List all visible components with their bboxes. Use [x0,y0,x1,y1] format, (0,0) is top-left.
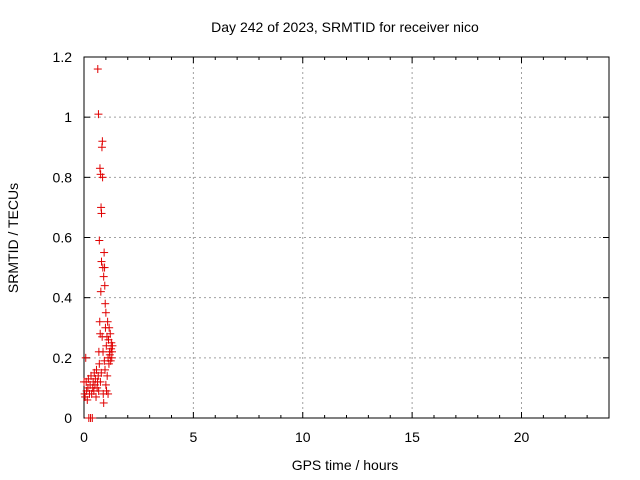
data-point [93,65,102,74]
data-point [95,164,104,173]
data-point [101,380,110,389]
data-point [88,414,97,422]
data-point [92,392,101,401]
data-point [106,329,115,338]
y-tick-label: 1.2 [53,49,73,65]
data-point [97,209,106,218]
data-point [105,323,114,332]
data-point [94,386,103,395]
y-axis-label: SRMTID / TECUs [5,183,21,293]
data-points [80,65,117,422]
x-tick-label: 15 [404,429,420,445]
grid-lines [84,57,609,418]
data-point [81,353,90,362]
x-tick-label: 10 [295,429,311,445]
data-point [103,371,112,380]
data-point [108,341,117,350]
data-point [94,110,103,119]
y-tick-label: 0.6 [53,230,73,246]
data-point [95,317,104,326]
y-tick-label: 0 [64,410,72,426]
data-point [99,398,108,407]
axis-ticks [83,56,610,419]
data-point [100,281,109,290]
y-tick-label: 0.8 [53,169,73,185]
y-tick-label: 0.2 [53,350,73,366]
y-tick-labels: 0 0.2 0.4 0.6 0.8 1 1.2 [53,49,73,426]
data-point [99,272,108,281]
data-point [97,257,106,266]
data-point [100,248,109,257]
data-point [96,377,105,386]
x-tick-label: 5 [189,429,197,445]
data-point [101,299,110,308]
y-tick-label: 0.4 [53,290,73,306]
data-point [104,389,113,398]
data-point [98,173,107,182]
data-point [100,263,109,272]
data-point [98,137,107,146]
chart-title: Day 242 of 2023, SRMTID for receiver nic… [211,19,479,35]
data-point [96,287,105,296]
data-point [101,308,110,317]
x-tick-label: 20 [514,429,530,445]
data-point [95,359,104,368]
x-tick-labels: 0 5 10 15 20 [80,429,529,445]
y-tick-label: 1 [64,109,72,125]
data-point [103,317,112,326]
data-point [92,365,101,374]
x-tick-label: 0 [80,429,88,445]
data-point [95,236,104,245]
x-axis-label: GPS time / hours [292,457,399,473]
data-point [101,365,109,374]
data-point [83,395,92,404]
